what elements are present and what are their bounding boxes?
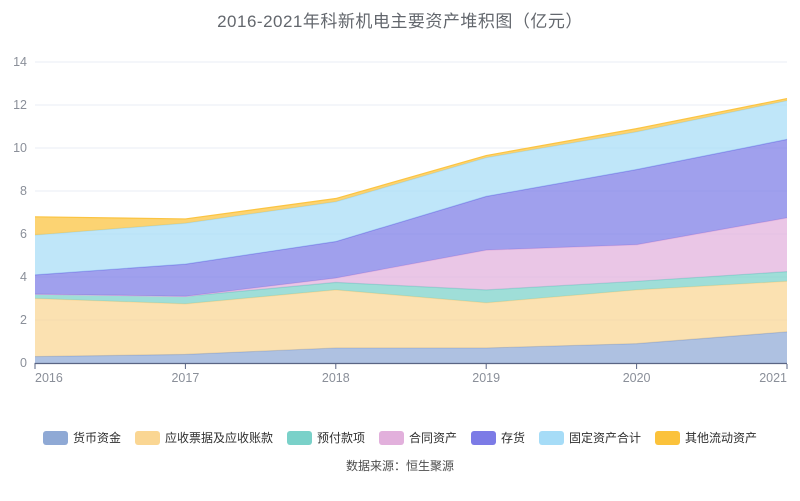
y-tick-label-6: 6 [20,227,27,241]
x-tick-label-2021: 2021 [759,371,787,385]
legend-label: 应收票据及应收账款 [164,431,273,445]
stacked-area-plot: 2016 2017 2018 2019 2020 2021 0 2 4 6 8 10 12 14 [13,55,788,385]
series-area-1 [35,281,787,357]
y-tick-label-14: 14 [13,55,27,69]
series-area-3 [35,217,787,297]
legend-item-6[interactable]: 其他流动资产 [655,429,757,446]
legend-swatch-icon [42,430,68,445]
y-tick-label-12: 12 [13,98,27,112]
legend-label: 其他流动资产 [685,431,758,445]
legend-item-3[interactable]: 合同资产 [378,429,457,446]
y-tick-label-2: 2 [20,313,27,327]
legend-label: 货币资金 [72,431,121,445]
series-area-0 [35,331,787,363]
y-tick-label-10: 10 [13,141,27,155]
legend-swatch-icon [286,430,312,445]
legend-item-2[interactable]: 预付款项 [286,429,365,446]
series-area-4 [35,139,787,297]
legend-label: 固定资产合计 [569,431,642,445]
y-tick-label-8: 8 [20,184,27,198]
series-area-5 [35,100,787,275]
legend-label: 预付款项 [316,431,365,445]
legend-swatch-icon [134,430,160,445]
data-source-label: 数据来源：恒生聚源 [345,459,454,473]
legend-swatch-icon [378,430,404,445]
legend-label: 存货 [501,431,526,445]
y-tick-label-0: 0 [20,356,27,370]
chart-title: 2016-2021年科新机电主要资产堆积图（亿元） [217,12,583,31]
y-tick-label-4: 4 [20,270,27,284]
legend-item-5[interactable]: 固定资产合计 [539,429,641,446]
series-line-6 [34,97,788,220]
legend-item-0[interactable]: 货币资金 [42,429,121,446]
x-tick-label-2020: 2020 [623,371,651,385]
x-tick-label-2019: 2019 [472,371,500,385]
x-tick-label-2016: 2016 [35,371,63,385]
legend: 货币资金 应收票据及应收账款 预付款项 合同资产 存货 固定资产合计 其他流动资产 [0,429,800,446]
legend-swatch-icon [655,430,681,445]
x-tick-label-2018: 2018 [322,371,350,385]
legend-item-4[interactable]: 存货 [471,429,525,446]
legend-label: 合同资产 [408,431,457,445]
legend-swatch-icon [471,430,496,445]
legend-swatch-icon [539,430,565,445]
legend-item-1[interactable]: 应收票据及应收账款 [134,429,273,446]
x-tick-label-2017: 2017 [171,371,199,385]
series-area-6 [35,98,787,236]
series-area-2 [35,271,787,304]
